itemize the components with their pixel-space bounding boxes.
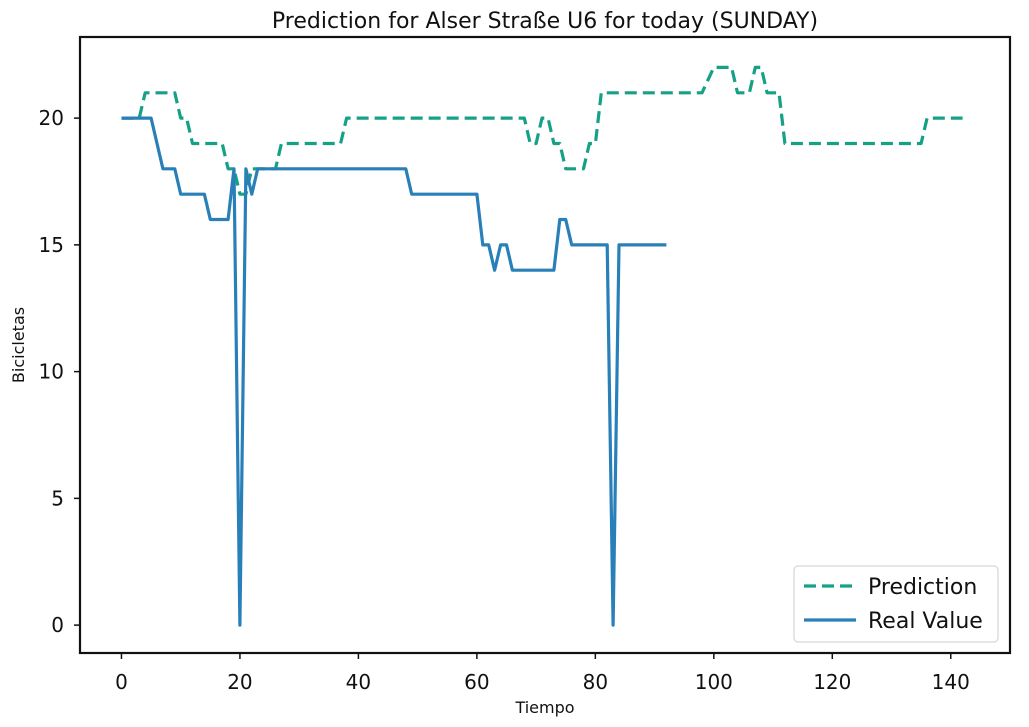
x-tick-label: 40 xyxy=(346,670,371,694)
x-tick-label: 120 xyxy=(813,670,851,694)
x-tick-label: 0 xyxy=(115,670,128,694)
series-line-prediction xyxy=(121,65,963,196)
x-tick-label: 80 xyxy=(583,670,608,694)
x-axis-ticks: 0 20 40 60 80 100 120 140 xyxy=(115,653,970,694)
x-axis-label: Tiempo xyxy=(514,698,574,717)
x-tick-label: 20 xyxy=(227,670,252,694)
y-axis-ticks: 0 5 10 15 20 xyxy=(39,106,80,637)
legend: Prediction Real Value xyxy=(793,565,999,643)
x-tick-label: 100 xyxy=(695,670,733,694)
chart-title: Prediction for Alser Straße U6 for today… xyxy=(272,9,818,34)
legend-label: Real Value xyxy=(868,609,983,634)
plot-area xyxy=(78,35,1012,655)
x-tick-label: 60 xyxy=(464,670,489,694)
y-axis-label: Bicicletas xyxy=(9,307,28,383)
series-layer xyxy=(121,65,963,627)
x-tick-label: 140 xyxy=(932,670,970,694)
y-tick-label: 15 xyxy=(39,233,64,257)
series-line-real-value xyxy=(121,116,667,627)
legend-label: Prediction xyxy=(868,575,977,600)
y-tick-label: 10 xyxy=(39,360,64,384)
y-tick-label: 0 xyxy=(51,613,64,637)
y-tick-label: 5 xyxy=(51,486,64,510)
y-tick-label: 20 xyxy=(39,106,64,130)
